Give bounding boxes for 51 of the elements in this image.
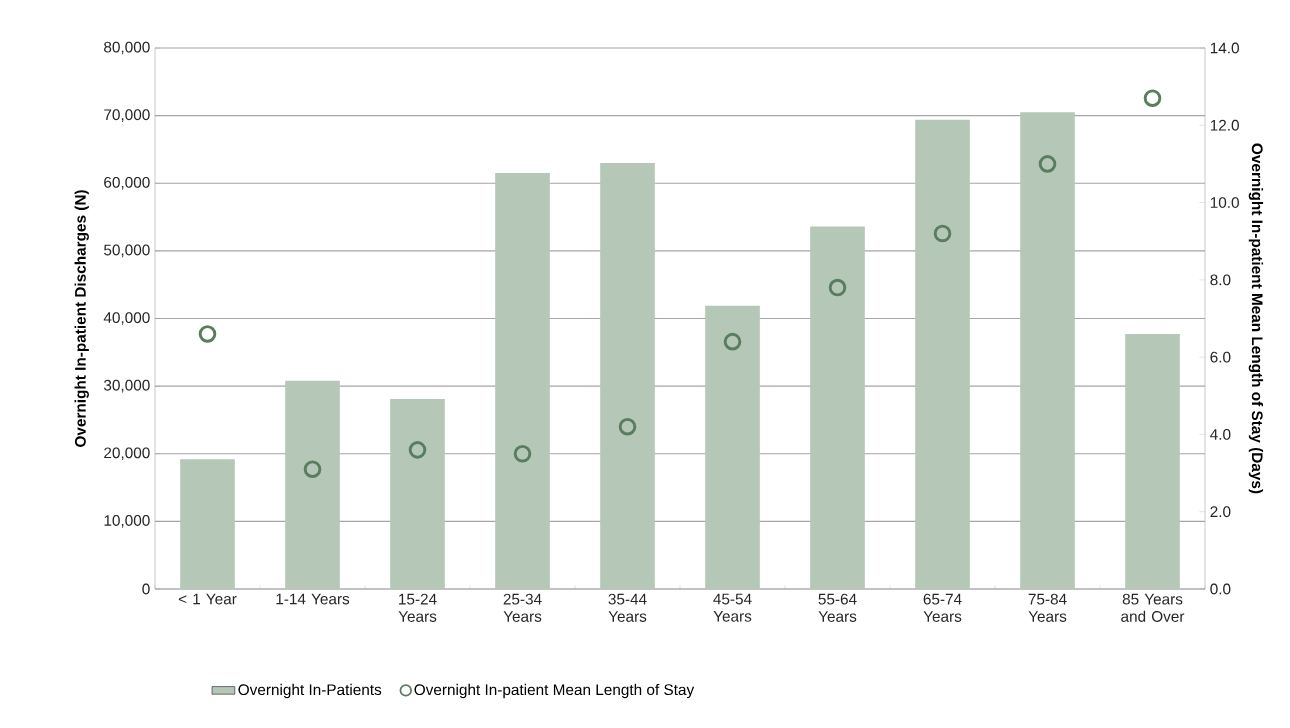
y-tick-label: 40,000 <box>103 312 150 325</box>
y-tick-label: 20,000 <box>104 447 150 461</box>
y-tick-label: 70,000 <box>104 109 150 122</box>
bar <box>915 119 970 589</box>
bar <box>810 226 865 589</box>
bar <box>285 380 340 589</box>
x-tick-label: 75-84 Years <box>1028 593 1067 622</box>
y2-tick-label: 14.0 <box>1210 42 1239 54</box>
y2-tick-label: 0.0 <box>1210 583 1231 595</box>
x-tick-label: 65-74 Years <box>923 593 962 622</box>
legend-label: Overnight In-patient Mean Length of Stay <box>414 683 695 699</box>
point <box>723 332 742 351</box>
y-tick-label: 80,000 <box>104 41 150 55</box>
point <box>1143 89 1162 108</box>
bar <box>180 459 235 589</box>
bar <box>495 173 550 589</box>
x-tick-label: 85 Years and Over <box>1121 593 1185 622</box>
point <box>408 441 427 459</box>
y-tick-label: 0 <box>142 583 150 595</box>
point <box>513 444 532 463</box>
y-tick-label: 50,000 <box>104 244 150 258</box>
y2-axis-title: Overnight In-patient Mean Length of Stay (Days) <box>1248 143 1264 494</box>
bar <box>1125 334 1180 589</box>
point <box>1038 155 1057 173</box>
y-tick-label: 30,000 <box>103 379 150 393</box>
point <box>618 417 637 436</box>
bar <box>600 162 655 589</box>
bar <box>705 305 760 589</box>
point <box>933 224 952 243</box>
x-tick-label: 55-64 Years <box>818 593 857 622</box>
point <box>303 460 322 478</box>
x-tick-label: < 1 Year <box>178 593 237 605</box>
y2-tick-label: 12.0 <box>1210 119 1239 131</box>
point <box>828 278 847 297</box>
y2-tick-label: 6.0 <box>1210 351 1231 363</box>
point <box>198 325 217 343</box>
x-tick-label: 35-44 Years <box>608 593 647 622</box>
x-tick-label: 45-54 Years <box>713 593 752 622</box>
bar <box>390 398 445 589</box>
y-tick-label: 10,000 <box>104 515 150 528</box>
y-axis-title: Overnight In-patient Discharges (N) <box>74 190 89 447</box>
bar <box>1020 112 1075 589</box>
y2-tick-label: 10.0 <box>1210 197 1239 208</box>
y2-tick-label: 2.0 <box>1210 506 1231 518</box>
x-tick-label: 1-14 Years <box>276 593 350 605</box>
y-tick-label: 60,000 <box>104 176 150 190</box>
legend-label: Overnight In-Patients <box>238 683 382 699</box>
y2-tick-label: 8.0 <box>1210 274 1231 286</box>
y2-tick-label: 4.0 <box>1210 428 1231 440</box>
x-tick-label: 25-34 Years <box>503 593 542 622</box>
x-tick-label: 15-24 Years <box>398 593 437 622</box>
